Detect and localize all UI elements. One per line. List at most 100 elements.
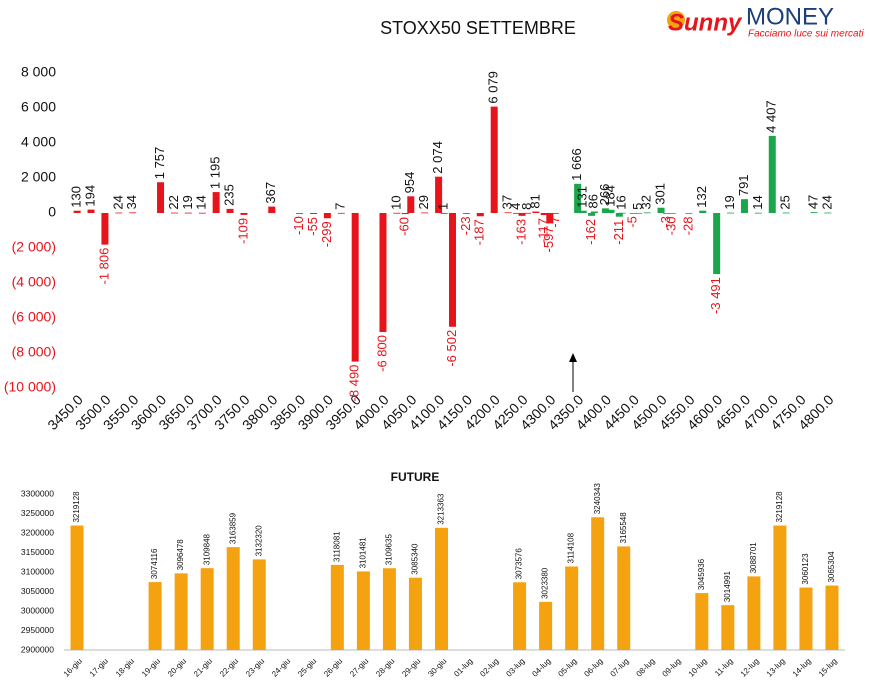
y-tick-label: 3150000 [21,547,54,557]
logo-brand: Sunny [668,9,743,36]
data-label: 194 [82,185,97,207]
data-label: 3213363 [437,493,446,525]
data-label: 3109848 [202,533,211,565]
bar [421,212,429,214]
data-label: 5 [630,203,645,210]
x-tick-label: 03-lug [504,657,526,679]
x-tick-label: 29-giu [400,657,422,679]
bar [440,212,448,214]
y-tick-label: (2 000) [12,239,56,255]
bar [101,213,109,245]
annotation-arrowhead [569,353,577,362]
y-tick-label: (4 000) [12,274,56,290]
bar [768,135,776,213]
data-label: -162 [583,219,598,245]
data-label: 132 [694,186,709,208]
bar [825,585,839,650]
data-label: 3132320 [254,525,263,557]
bar [601,208,609,213]
data-label: 367 [263,182,278,204]
bar [565,566,579,650]
bar [226,208,234,213]
bar [407,196,415,213]
bar [323,213,331,219]
bar [252,559,266,650]
bar [695,593,709,650]
bar [212,192,220,213]
x-tick-label: 23-giu [244,657,266,679]
bar [330,564,344,650]
data-label: -109 [235,218,250,244]
x-tick-label: 27-giu [348,657,370,679]
bar [393,212,401,214]
x-tick-label: 20-giu [166,657,188,679]
data-label: 19 [722,195,737,209]
bar [618,212,626,214]
data-label: 19 [180,195,195,209]
data-label: 47 [805,195,820,209]
data-label: -299 [319,221,334,247]
data-label: 3219128 [775,491,784,523]
y-tick-label: 3100000 [21,566,54,576]
x-tick-label: 17-giu [88,657,110,679]
x-tick-label: 14-lug [791,657,813,679]
bar [579,210,587,213]
bar [401,213,409,215]
bar [551,213,559,214]
bar [518,213,526,216]
bar [449,213,456,327]
bar [382,568,396,650]
data-label: -597 [541,226,556,252]
bar [663,213,671,214]
x-tick-label: 12-lug [739,657,761,679]
data-label: 25 [778,195,793,209]
data-label: 3074116 [150,548,159,579]
bar [87,209,95,213]
data-label: 29 [416,195,431,209]
bar [617,546,631,650]
bar [240,213,248,215]
y-tick-label: 3200000 [21,527,54,537]
data-label: 37 [500,195,515,209]
chart-title: FUTURE [391,470,440,484]
bar [685,213,693,214]
data-label: 86 [586,194,601,208]
bar [434,527,448,650]
y-tick-label: 3300000 [21,488,54,498]
x-tick-label: 15-lug [817,657,839,679]
data-label: 954 [402,172,417,194]
bar [574,183,582,213]
data-label: -117 [536,218,551,243]
bar [200,568,214,650]
data-label: 3065304 [827,551,836,583]
bar [643,212,651,214]
y-tick-label: 6 000 [21,99,56,115]
logo: Sunny MONEY Facciamo luce sui mercati [667,3,864,40]
x-tick-label: 21-giu [192,657,214,679]
bar [740,199,748,213]
bar [226,547,240,650]
x-tick-label: 28-giu [374,657,396,679]
logo-sun [667,11,685,29]
data-label: -6 800 [374,335,389,372]
bar [635,212,643,214]
data-label: 3165548 [619,512,628,544]
data-label: 3118081 [332,531,341,562]
bar [590,211,598,213]
data-label: 3101481 [358,537,367,569]
bar [540,213,548,216]
data-label: 131 [575,186,590,208]
bar [713,213,721,275]
x-tick-label: 08-lug [635,657,657,679]
bar [356,571,370,650]
x-tick-label: 02-lug [478,657,500,679]
bar [337,212,345,214]
data-label: -1 806 [96,248,111,285]
data-label: 24 [110,195,125,209]
bar [588,213,596,216]
data-label: 1 [436,203,451,210]
data-label: -10 [291,216,306,235]
